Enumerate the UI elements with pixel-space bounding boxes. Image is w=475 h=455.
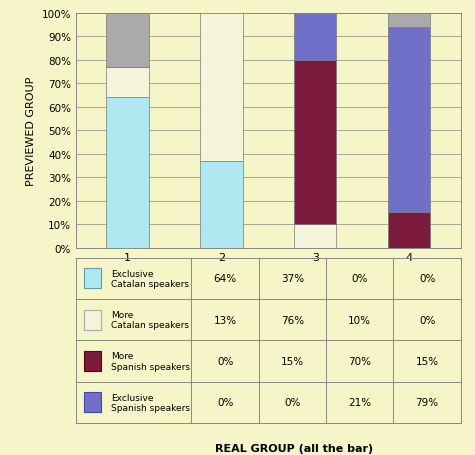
Text: 0%: 0% — [419, 273, 435, 283]
Bar — [388, 28, 430, 213]
Bar — [294, 11, 336, 61]
Text: REAL GROUP (all the bar): REAL GROUP (all the bar) — [216, 443, 373, 453]
Bar — [294, 61, 336, 225]
Text: 13%: 13% — [214, 315, 237, 325]
Bar — [294, 11, 336, 14]
Text: More
Spanish speakers: More Spanish speakers — [111, 352, 190, 371]
Text: 21%: 21% — [348, 398, 371, 408]
Bar — [388, 14, 430, 28]
Bar — [200, 0, 243, 162]
Text: 37%: 37% — [281, 273, 304, 283]
Text: 79%: 79% — [416, 398, 438, 408]
Text: 15%: 15% — [281, 356, 304, 366]
Bar — [294, 225, 336, 248]
Text: 70%: 70% — [348, 356, 371, 366]
Text: 64%: 64% — [214, 273, 237, 283]
Bar — [106, 67, 149, 98]
Text: More
Catalan speakers: More Catalan speakers — [111, 310, 189, 329]
Text: Exclusive
Catalan speakers: Exclusive Catalan speakers — [111, 269, 189, 288]
Bar — [106, 98, 149, 248]
Text: 15%: 15% — [416, 356, 438, 366]
Text: 0%: 0% — [217, 356, 233, 366]
Bar — [84, 393, 101, 412]
Y-axis label: PREVIEWED GROUP: PREVIEWED GROUP — [26, 76, 36, 185]
Bar — [200, 0, 243, 14]
Text: 0%: 0% — [419, 315, 435, 325]
Text: 76%: 76% — [281, 315, 304, 325]
Text: Exclusive
Spanish speakers: Exclusive Spanish speakers — [111, 393, 190, 412]
Bar — [388, 213, 430, 248]
Text: 0%: 0% — [284, 398, 301, 408]
Bar — [84, 351, 101, 371]
Text: 10%: 10% — [348, 315, 371, 325]
Bar — [84, 269, 101, 288]
Bar — [200, 162, 243, 248]
Text: 0%: 0% — [217, 398, 233, 408]
Text: 0%: 0% — [352, 273, 368, 283]
Bar — [106, 14, 149, 67]
Bar — [84, 310, 101, 330]
